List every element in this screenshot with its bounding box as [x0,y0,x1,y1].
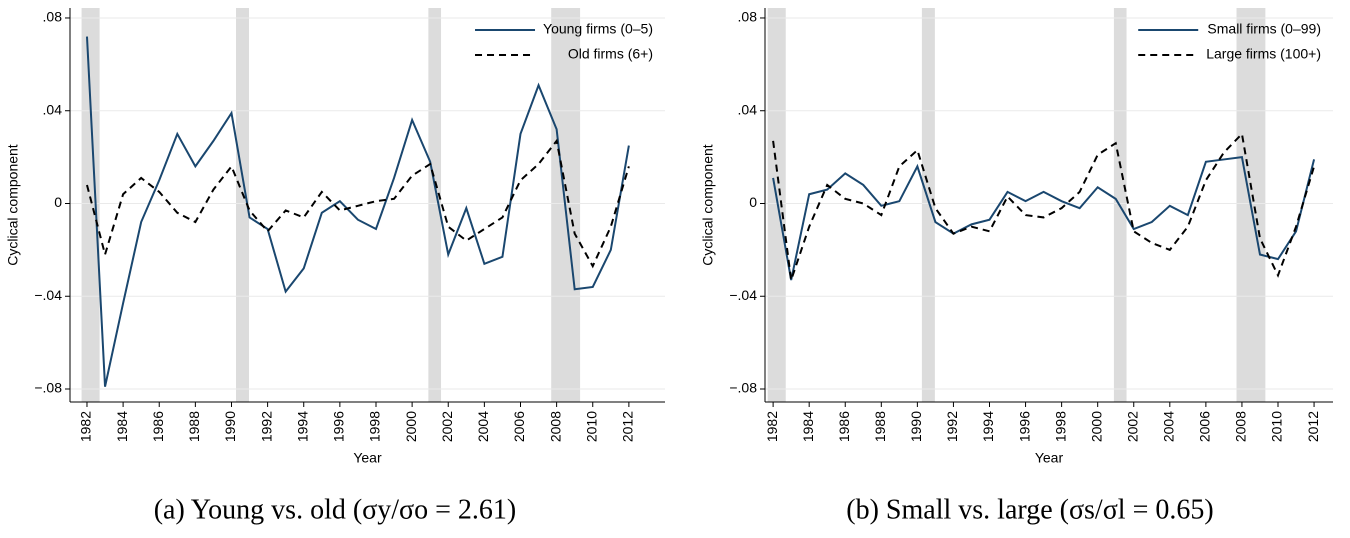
x-tick-label: 1996 [1016,411,1032,442]
recession-band [767,8,786,402]
x-tick-label: 1990 [222,411,238,442]
series-line [85,36,630,387]
x-tick-label: 2002 [1124,411,1140,442]
x-tick-label: 1992 [258,411,274,442]
x-tick-label: 1994 [294,411,310,442]
y-tick-label: −.08 [729,380,757,396]
series-line [86,138,630,269]
x-tick-label: 2010 [1269,411,1285,442]
x-tick-label: 1984 [114,411,130,442]
x-tick-label: 1988 [872,411,888,442]
x-axis-label: Year [1035,450,1064,466]
x-tick-label: 2004 [475,411,491,442]
series-line [772,131,1316,281]
recession-band [236,8,250,402]
x-tick-label: 2002 [439,411,455,442]
x-axis-label: Year [353,450,382,466]
x-tick-label: 2000 [1088,411,1104,442]
x-tick-label: 1984 [800,411,816,442]
recession-band [921,8,935,402]
x-tick-label: 2006 [511,411,527,442]
y-tick-label: 0 [749,194,757,210]
legend-label: Young firms (0–5) [543,21,653,37]
y-axis-label: Cyclical component [700,144,716,265]
y-tick-label: −.08 [34,380,62,396]
x-tick-label: 1998 [367,411,383,442]
x-tick-label: 2008 [1233,411,1249,442]
recession-band [81,8,100,402]
y-tick-label: .04 [738,101,758,117]
x-tick-label: 1996 [331,411,347,442]
y-tick-label: 0 [54,194,62,210]
caption: (a) Young vs. old (σy/σo = 2.61) [154,494,517,525]
y-axis-label: Cyclical component [5,144,21,265]
x-tick-label: 2004 [1161,411,1177,442]
x-tick-label: 1986 [150,411,166,442]
x-tick-label: 1998 [1052,411,1068,442]
x-tick-label: 2012 [620,411,636,442]
legend-label: Old firms (6+) [568,46,653,62]
x-tick-label: 1982 [764,411,780,442]
legend-label: Small firms (0–99) [1207,21,1321,37]
x-tick-label: 1992 [944,411,960,442]
x-tick-label: 1988 [186,411,202,442]
x-tick-label: 2012 [1305,411,1321,442]
x-tick-label: 2010 [583,411,599,442]
x-tick-label: 2000 [403,411,419,442]
caption: (b) Small vs. large (σs/σl = 0.65) [846,494,1213,525]
x-tick-label: 1986 [836,411,852,442]
y-tick-label: −.04 [729,287,757,303]
x-tick-label: 1990 [908,411,924,442]
y-tick-label: .04 [43,101,63,117]
y-tick-label: .08 [43,9,63,25]
legend-label: Large firms (100+) [1206,46,1321,62]
x-tick-label: 1994 [980,411,996,442]
series-line [772,155,1316,281]
recession-band [428,8,442,402]
x-tick-label: 2006 [1197,411,1213,442]
x-tick-label: 2008 [547,411,563,442]
y-tick-label: .08 [738,9,758,25]
y-tick-label: −.04 [34,287,62,303]
x-tick-label: 1982 [78,411,94,442]
